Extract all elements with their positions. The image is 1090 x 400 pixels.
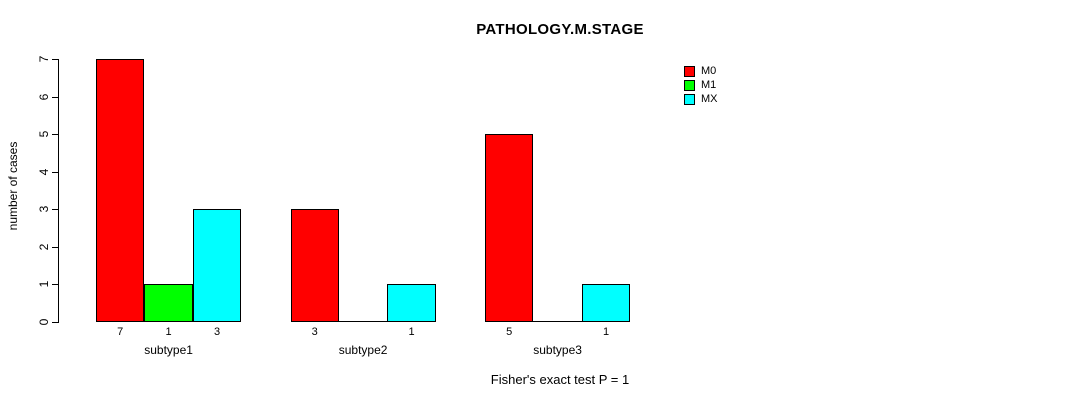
category-label-subtype3: subtype3 (533, 343, 582, 357)
y-axis-tick-label: 2 (37, 243, 51, 251)
legend-label: M1 (701, 78, 717, 91)
legend: M0 M1 MX (684, 64, 718, 106)
chart-title: PATHOLOGY.M.STAGE (476, 21, 644, 38)
bar-m0-subtype2 (290, 209, 339, 322)
bar-value-label: 5 (506, 326, 513, 338)
fisher-test-caption: Fisher's exact test P = 1 (490, 372, 630, 387)
bar-mx-subtype2 (387, 284, 436, 322)
legend-swatch-m0 (684, 65, 695, 77)
y-axis-line (58, 59, 59, 323)
category-label-subtype1: subtype1 (144, 343, 193, 357)
bar-m1-subtype3-zero (533, 321, 582, 322)
legend-swatch-mx (684, 93, 695, 105)
legend-label: M0 (701, 64, 717, 77)
bar-value-label: 1 (408, 326, 415, 338)
bar-value-label: 1 (602, 326, 610, 338)
legend-row-m1: M1 (684, 78, 718, 92)
y-axis-tick-label: 7 (37, 55, 51, 63)
bar-value-label: 3 (213, 326, 221, 338)
y-axis-tick (52, 284, 59, 286)
y-axis-tick-label: 3 (37, 205, 51, 213)
y-axis-tick (52, 134, 59, 136)
y-axis-tick (52, 59, 59, 60)
legend-swatch-m1 (684, 79, 695, 91)
y-axis-label: number of cases (6, 141, 20, 231)
y-axis-tick-label: 0 (37, 318, 51, 326)
bar-m1-subtype1 (144, 284, 193, 322)
legend-label: MX (701, 92, 718, 105)
bar-m0-subtype1 (96, 59, 145, 322)
y-axis-tick-label: 1 (37, 281, 51, 288)
bar-mx-subtype3 (581, 284, 631, 322)
category-label-subtype2: subtype2 (338, 343, 388, 357)
bar-value-label: 1 (165, 326, 172, 338)
y-axis-tick-label: 6 (37, 93, 51, 100)
y-axis-tick-label: 5 (37, 130, 51, 138)
y-axis-tick (52, 246, 59, 248)
bar-mx-subtype1 (192, 209, 242, 322)
y-axis-tick (52, 209, 59, 211)
bar-m1-subtype2-zero (338, 321, 388, 322)
y-axis-tick-label: 4 (37, 168, 51, 176)
y-axis-tick (52, 322, 59, 323)
bar-m0-subtype3 (485, 134, 534, 322)
y-axis-tick (52, 96, 59, 98)
y-axis-tick (52, 171, 59, 173)
bar-value-label: 7 (117, 326, 124, 338)
bar-value-label: 3 (311, 326, 318, 338)
legend-row-m0: M0 (684, 64, 718, 78)
legend-row-mx: MX (684, 92, 718, 106)
